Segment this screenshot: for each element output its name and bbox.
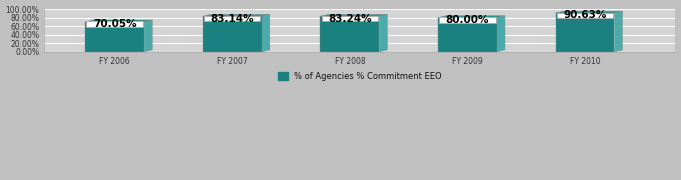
Text: 83.24%: 83.24%: [328, 14, 372, 24]
Bar: [203, 16, 262, 52]
Polygon shape: [614, 11, 622, 52]
Polygon shape: [144, 20, 153, 52]
Text: 83.14%: 83.14%: [210, 14, 254, 24]
Bar: [321, 16, 378, 21]
Bar: [321, 16, 379, 52]
Polygon shape: [379, 14, 387, 52]
Polygon shape: [321, 14, 387, 16]
Bar: [556, 13, 613, 18]
Polygon shape: [203, 14, 270, 16]
Polygon shape: [438, 16, 505, 18]
Legend: % of Agencies % Commitment EEO: % of Agencies % Commitment EEO: [274, 68, 445, 84]
Polygon shape: [496, 16, 505, 52]
Bar: [438, 18, 496, 52]
Text: 80.00%: 80.00%: [445, 15, 489, 25]
Polygon shape: [85, 20, 153, 22]
Text: 90.63%: 90.63%: [563, 10, 607, 20]
Polygon shape: [556, 11, 622, 13]
Bar: [86, 21, 143, 27]
Bar: [439, 17, 496, 23]
Bar: [204, 16, 260, 21]
Bar: [85, 22, 144, 52]
Text: 70.05%: 70.05%: [93, 19, 136, 29]
Bar: [556, 13, 614, 52]
Polygon shape: [262, 14, 270, 52]
